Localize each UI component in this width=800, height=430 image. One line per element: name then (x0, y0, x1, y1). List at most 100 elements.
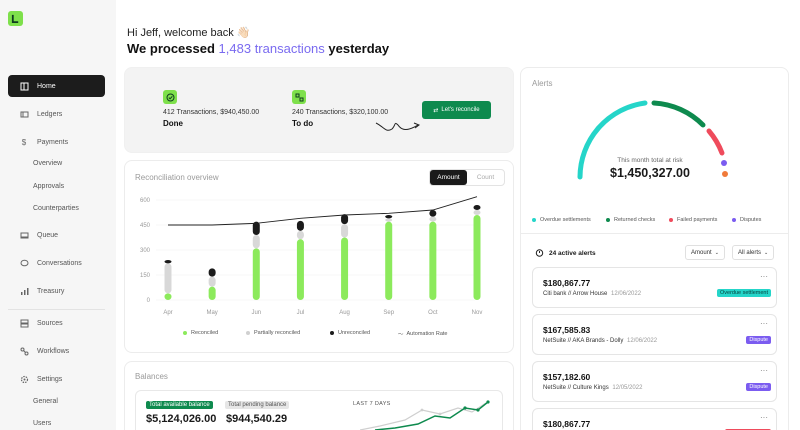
alert-source: Citi bank // Arrow House 12/06/2022 (543, 291, 641, 297)
overview-title: Reconciliation overview (135, 173, 219, 182)
alert-source-text: Citi bank // Arrow House (543, 291, 608, 297)
reconciliation-chart: 600 450 300 150 0 Apr May Jun Jul Aug Sep Oct Nov (140, 196, 483, 316)
bar-partially-reconciled (429, 216, 437, 222)
automation-rate-line (168, 196, 478, 226)
sidebar-item-counterparties[interactable]: Counterparties (33, 205, 79, 212)
legend-label: Overdue settlements (540, 217, 591, 223)
y-tick-label: 600 (140, 198, 151, 204)
more-icon[interactable]: ··· (760, 413, 768, 422)
legend-dot (532, 218, 536, 222)
legend-label: Automation Rate (406, 331, 448, 337)
legend-reconciled: Reconciled (183, 330, 218, 336)
alert-item[interactable]: $180,867.77 Citi bank // Arrow House 12/… (532, 267, 777, 308)
alerts-filter-dropdown[interactable]: All alerts ⌄ (732, 245, 775, 260)
sidebar-item-settings[interactable]: Settings (8, 368, 105, 390)
status-badge: Overdue settlement (717, 289, 771, 297)
headline-prefix: We processed (127, 41, 215, 56)
legend-automation: 〜 Automation Rate (398, 330, 447, 338)
sidebar: Home Ledgers $ Payments Overview Approva… (0, 0, 116, 430)
chevron-down-icon: ⌄ (764, 249, 769, 256)
alert-item[interactable]: $157,182.60 NetSuite // Culture Kings 12… (532, 361, 777, 402)
page-headline: We processed 1,483 transactions yesterda… (127, 41, 389, 56)
bar-unreconciled (164, 260, 172, 264)
sidebar-item-queue[interactable]: Queue (8, 224, 105, 246)
sidebar-item-payments[interactable]: $ Payments (8, 131, 105, 153)
bar-partially-reconciled (385, 218, 393, 222)
sidebar-item-general[interactable]: General (33, 398, 58, 405)
sidebar-item-label: Sources (37, 319, 63, 327)
legend-partial: Partially reconciled (246, 330, 300, 336)
bar-reconciled (208, 286, 216, 300)
sidebar-item-overview[interactable]: Overview (33, 160, 63, 167)
y-tick-label: 0 (147, 298, 151, 304)
bar-partially-reconciled (164, 263, 172, 294)
reconcile-button-label: Let's reconcile (441, 107, 480, 113)
home-icon (18, 82, 30, 91)
sidebar-item-users[interactable]: Users (33, 420, 52, 427)
bar-unreconciled (296, 220, 304, 231)
more-icon[interactable]: ··· (760, 272, 768, 281)
todo-status: To do (292, 119, 314, 128)
bar-chart-icon (18, 287, 30, 296)
pending-balance-label: Total pending balance (225, 401, 290, 409)
sidebar-item-label: Treasury (37, 287, 65, 295)
sidebar-item-treasury[interactable]: Treasury (8, 280, 105, 302)
sidebar-item-label: Conversations (37, 259, 82, 267)
sidebar-item-sources[interactable]: Sources (8, 312, 105, 334)
bar-reconciled (341, 237, 349, 300)
alerts-divider (520, 233, 789, 234)
bar-reconciled (164, 293, 172, 300)
reconcile-icon: ⇄ (433, 107, 439, 114)
bar-partially-reconciled (252, 235, 260, 249)
ledger-icon (18, 110, 30, 119)
legend-dot (732, 218, 736, 222)
sidebar-item-conversations[interactable]: Conversations (8, 252, 105, 274)
alert-item[interactable]: $167,585.83 NetSuite // AKA Brands - Dol… (532, 314, 777, 355)
y-tick-label: 150 (140, 273, 151, 279)
legend-dot (330, 331, 334, 335)
available-balance-label: Total available balance (146, 401, 213, 409)
x-tick-label: Apr (163, 310, 172, 316)
x-tick-label: Sep (383, 310, 394, 316)
more-icon[interactable]: ··· (760, 366, 768, 375)
amount-filter-dropdown[interactable]: Amount ⌄ (685, 245, 725, 260)
welcome-greeting: Hi Jeff, welcome back 👋🏻 (127, 27, 251, 39)
alert-item[interactable]: $180,867.77 ··· (532, 408, 777, 430)
bar-unreconciled (252, 221, 260, 235)
sidebar-item-ledgers[interactable]: Ledgers (8, 103, 105, 125)
x-tick-label: Oct (428, 310, 438, 316)
todo-transactions: 240 Transactions, $320,100.00 (292, 109, 389, 116)
sidebar-item-label: Workflows (37, 347, 70, 355)
bar-unreconciled (208, 268, 216, 277)
alert-source-text: NetSuite // AKA Brands - Dolly (543, 338, 624, 344)
toggle-amount[interactable]: Amount (430, 170, 467, 185)
bar-reconciled (429, 221, 437, 300)
x-tick-label: Jul (297, 310, 305, 316)
toggle-count[interactable]: Count (476, 174, 495, 181)
sidebar-divider (8, 309, 105, 310)
alert-legend-failed: Failed payments (669, 217, 717, 223)
bar-unreconciled (341, 214, 349, 225)
chevron-down-icon: ⌄ (714, 249, 719, 256)
sidebar-item-approvals[interactable]: Approvals (33, 183, 65, 190)
available-balance-value: $5,124,026.00 (146, 413, 217, 425)
sidebar-item-workflows[interactable]: Workflows (8, 340, 105, 362)
x-tick-label: Nov (472, 310, 483, 316)
alert-date: 12/06/2022 (611, 291, 642, 297)
reconcile-button[interactable]: ⇄ Let's reconcile (422, 101, 491, 119)
bar-partially-reconciled (341, 224, 349, 238)
amount-count-toggle[interactable]: Amount Count (429, 169, 505, 186)
alert-amount: $157,182.60 (543, 372, 591, 382)
alerts-title: Alerts (532, 79, 553, 88)
status-badge: Dispute (746, 336, 771, 344)
legend-unreconciled: Unreconciled (330, 330, 370, 336)
balance-sparkline (360, 400, 490, 430)
app-logo[interactable] (8, 11, 23, 26)
more-icon[interactable]: ··· (760, 319, 768, 328)
sidebar-item-home[interactable]: Home (8, 75, 105, 97)
y-tick-label: 300 (140, 248, 151, 254)
bar-reconciled (473, 215, 481, 300)
balances-title: Balances (135, 372, 168, 381)
chat-icon (18, 259, 30, 268)
done-transactions: 412 Transactions, $940,450.00 (163, 109, 260, 116)
